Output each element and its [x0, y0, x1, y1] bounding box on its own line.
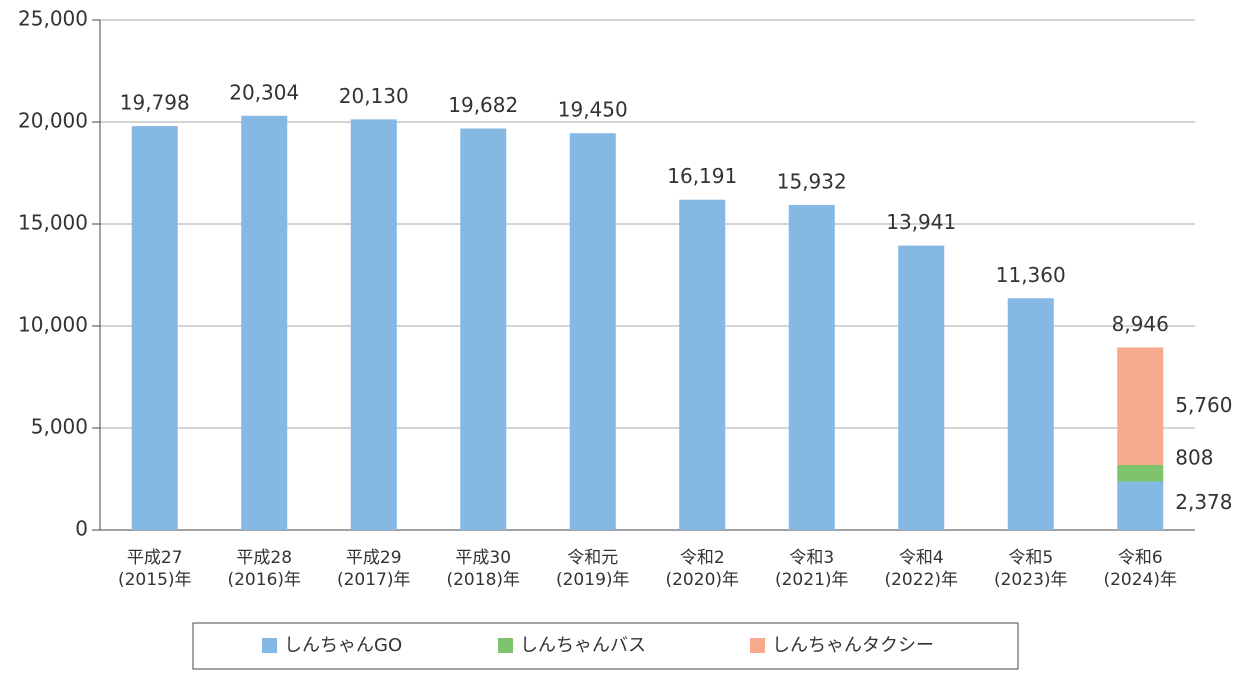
bar — [1117, 347, 1164, 466]
x-tick-label: (2023)年 — [994, 570, 1068, 590]
data-label: 19,682 — [448, 93, 518, 117]
x-tick-label: 令和5 — [1008, 548, 1053, 568]
x-tick-label: 令和4 — [899, 548, 944, 568]
x-tick-label: (2016)年 — [227, 570, 301, 590]
legend-label: しんちゃんタクシー — [772, 635, 934, 656]
x-tick-label: (2018)年 — [446, 570, 520, 590]
x-tick-label: 平成27 — [127, 548, 183, 568]
bar — [898, 245, 945, 530]
y-tick-label: 5,000 — [31, 415, 88, 439]
x-tick-label: 令和3 — [789, 548, 834, 568]
x-tick-label: (2024)年 — [1103, 570, 1177, 590]
bar — [569, 133, 616, 530]
data-label: 11,360 — [996, 263, 1066, 287]
data-label: 20,130 — [339, 84, 409, 108]
data-label: 808 — [1175, 446, 1213, 470]
x-tick-label: 平成29 — [346, 548, 402, 568]
x-tick-label: (2022)年 — [884, 570, 958, 590]
data-label: 13,941 — [886, 210, 956, 234]
x-tick-label: 令和6 — [1118, 548, 1163, 568]
x-tick-label: 平成28 — [236, 548, 292, 568]
bar — [460, 128, 507, 531]
data-label: 2,378 — [1175, 490, 1232, 514]
x-tick-label: (2021)年 — [775, 570, 849, 590]
legend-label: しんちゃんバス — [520, 635, 646, 656]
y-tick-label: 20,000 — [18, 109, 88, 133]
x-tick-label: 令和2 — [680, 548, 725, 568]
data-label: 5,760 — [1175, 393, 1232, 417]
legend-box — [192, 622, 1019, 670]
legend-swatch — [262, 638, 277, 653]
data-label: 19,450 — [558, 98, 628, 122]
bar — [1117, 481, 1164, 530]
x-tick-label: 令和元 — [567, 548, 618, 568]
bar — [350, 119, 397, 531]
data-label: 15,932 — [777, 169, 847, 193]
bar — [1007, 298, 1054, 530]
legend-swatch — [498, 638, 513, 653]
y-tick-label: 25,000 — [18, 7, 88, 31]
legend-label: しんちゃんGO — [284, 635, 402, 656]
data-label: 19,798 — [120, 91, 190, 115]
data-label: 16,191 — [667, 164, 737, 188]
legend-swatch — [750, 638, 765, 653]
y-tick-label: 10,000 — [18, 313, 88, 337]
bar — [131, 126, 178, 531]
bar — [1117, 465, 1164, 482]
bar — [241, 115, 288, 530]
x-tick-label: (2017)年 — [337, 570, 411, 590]
x-tick-label: (2019)年 — [556, 570, 630, 590]
x-tick-label: 平成30 — [455, 548, 511, 568]
total-label: 8,946 — [1112, 312, 1169, 336]
data-label: 20,304 — [229, 80, 299, 104]
y-tick-label: 15,000 — [18, 211, 88, 235]
bar — [679, 199, 726, 530]
x-tick-label: (2015)年 — [118, 570, 192, 590]
x-tick-label: (2020)年 — [665, 570, 739, 590]
y-tick-label: 0 — [75, 517, 88, 541]
bar — [788, 204, 835, 531]
